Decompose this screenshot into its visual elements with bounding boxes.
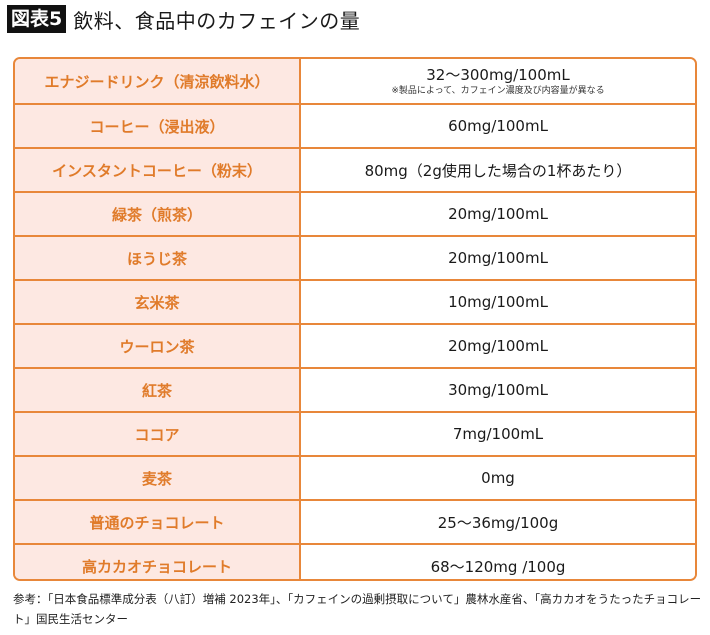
source-footnote: 参考：「日本食品標準成分表（八訂）増補 2023年」、「カフェインの過剰摂取につ… bbox=[13, 592, 702, 626]
item-cell: エナジードリンク（清涼飲料水） bbox=[15, 59, 301, 105]
page-title: 飲料、食品中のカフェインの量 bbox=[73, 8, 361, 33]
table-row: 麦茶 0mg bbox=[15, 455, 695, 501]
item-cell: 高カカオチョコレート bbox=[15, 543, 301, 579]
table-row: 紅茶 30mg/100mL bbox=[15, 367, 695, 413]
figure-title: 図表5 飲料、食品中のカフェインの量 bbox=[7, 5, 360, 33]
item-cell: 玄米茶 bbox=[15, 279, 301, 325]
value-cell: 30mg/100mL bbox=[299, 367, 695, 413]
value-note: ※製品によって、カフェイン濃度及び内容量が異なる bbox=[391, 85, 605, 96]
table-row: ココア 7mg/100mL bbox=[15, 411, 695, 457]
value-cell: 20mg/100mL bbox=[299, 235, 695, 281]
figure-badge: 図表5 bbox=[7, 5, 67, 33]
value-cell: 60mg/100mL bbox=[299, 103, 695, 149]
value-cell: 68〜120mg /100g bbox=[299, 543, 695, 579]
value-cell: 0mg bbox=[299, 455, 695, 501]
caffeine-table: エナジードリンク（清涼飲料水） 32〜300mg/100mL ※製品によって、カ… bbox=[13, 57, 697, 581]
table-row: ウーロン茶 20mg/100mL bbox=[15, 323, 695, 369]
table-row: 玄米茶 10mg/100mL bbox=[15, 279, 695, 325]
table-row: ほうじ茶 20mg/100mL bbox=[15, 235, 695, 281]
item-cell: コーヒー（浸出液） bbox=[15, 103, 301, 149]
item-cell: インスタントコーヒー（粉末） bbox=[15, 147, 301, 193]
table-row: 普通のチョコレート 25〜36mg/100g bbox=[15, 499, 695, 545]
value-cell: 80mg（2g使用した場合の1杯あたり） bbox=[299, 147, 695, 193]
item-cell: ウーロン茶 bbox=[15, 323, 301, 369]
table-row: インスタントコーヒー（粉末） 80mg（2g使用した場合の1杯あたり） bbox=[15, 147, 695, 193]
table-row: エナジードリンク（清涼飲料水） 32〜300mg/100mL ※製品によって、カ… bbox=[15, 59, 695, 105]
item-cell: 紅茶 bbox=[15, 367, 301, 413]
value-cell: 20mg/100mL bbox=[299, 323, 695, 369]
value-text: 32〜300mg/100mL bbox=[426, 65, 570, 84]
value-cell: 32〜300mg/100mL ※製品によって、カフェイン濃度及び内容量が異なる bbox=[299, 59, 695, 105]
table-row: 高カカオチョコレート 68〜120mg /100g bbox=[15, 543, 695, 579]
value-cell: 20mg/100mL bbox=[299, 191, 695, 237]
table-row: コーヒー（浸出液） 60mg/100mL bbox=[15, 103, 695, 149]
item-cell: ほうじ茶 bbox=[15, 235, 301, 281]
item-cell: 普通のチョコレート bbox=[15, 499, 301, 545]
item-cell: 緑茶（煎茶） bbox=[15, 191, 301, 237]
table-row: 緑茶（煎茶） 20mg/100mL bbox=[15, 191, 695, 237]
value-cell: 25〜36mg/100g bbox=[299, 499, 695, 545]
value-cell: 10mg/100mL bbox=[299, 279, 695, 325]
item-cell: ココア bbox=[15, 411, 301, 457]
item-cell: 麦茶 bbox=[15, 455, 301, 501]
caffeine-table-grid: エナジードリンク（清涼飲料水） 32〜300mg/100mL ※製品によって、カ… bbox=[15, 59, 695, 579]
value-cell: 7mg/100mL bbox=[299, 411, 695, 457]
